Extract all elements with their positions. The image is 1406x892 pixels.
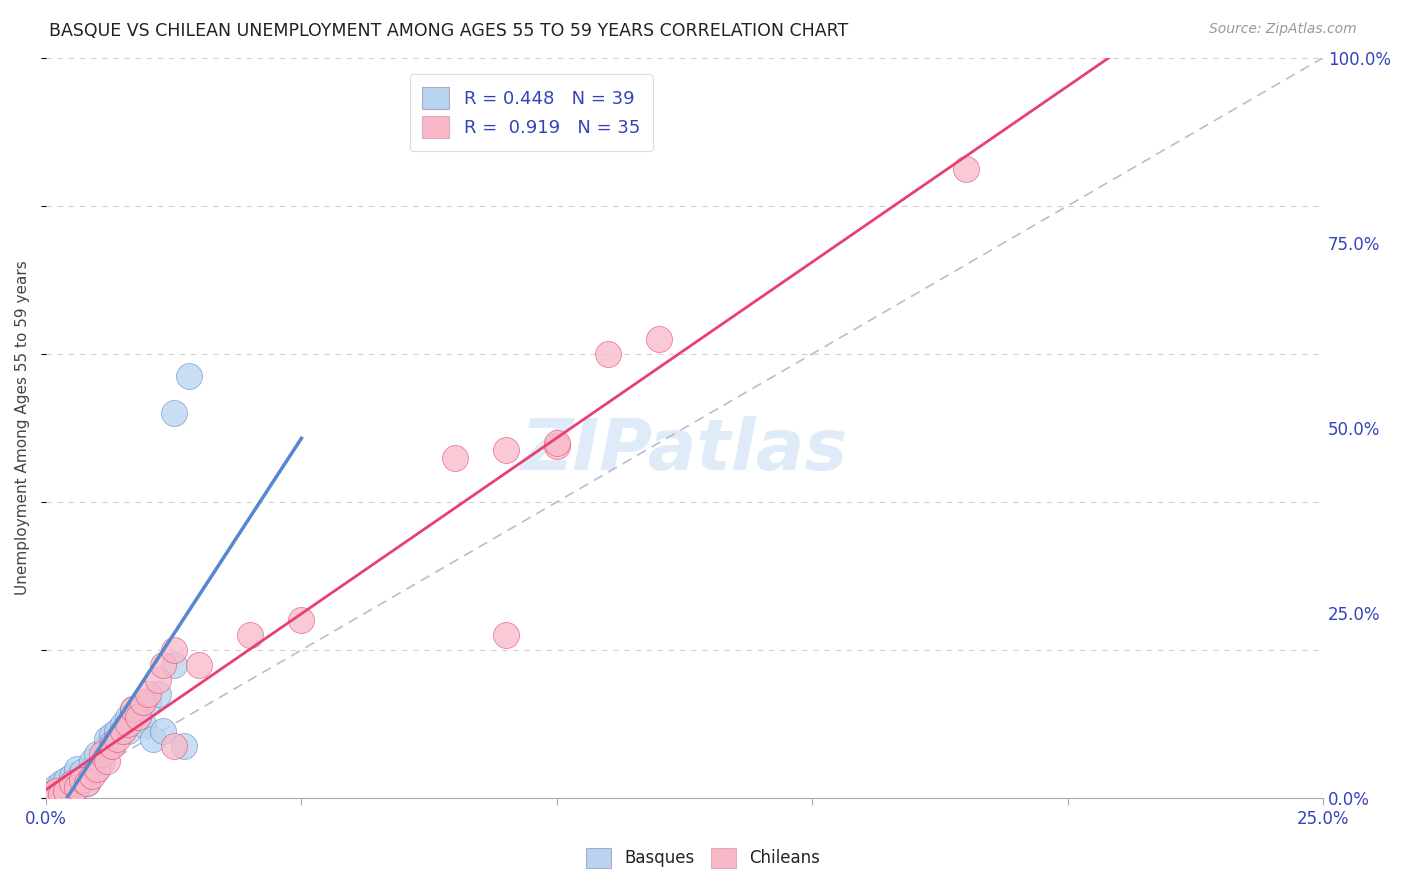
- Point: [107, 731, 129, 746]
- Point: [495, 443, 517, 458]
- Point: [132, 695, 155, 709]
- Point: [495, 628, 517, 642]
- Point: [96, 731, 118, 746]
- Text: Source: ZipAtlas.com: Source: ZipAtlas.com: [1209, 22, 1357, 37]
- Point: [96, 754, 118, 768]
- Point: [163, 739, 186, 754]
- Point: [86, 747, 108, 761]
- Point: [148, 673, 170, 687]
- Point: [152, 724, 174, 739]
- Point: [136, 695, 159, 709]
- Point: [546, 435, 568, 450]
- Point: [117, 717, 139, 731]
- Y-axis label: Unemployment Among Ages 55 to 59 years: Unemployment Among Ages 55 to 59 years: [15, 260, 30, 595]
- Point: [132, 717, 155, 731]
- Point: [55, 783, 77, 797]
- Text: BASQUE VS CHILEAN UNEMPLOYMENT AMONG AGES 55 TO 59 YEARS CORRELATION CHART: BASQUE VS CHILEAN UNEMPLOYMENT AMONG AGE…: [49, 22, 848, 40]
- Point: [111, 717, 134, 731]
- Point: [60, 776, 83, 790]
- Point: [45, 780, 67, 794]
- Point: [55, 772, 77, 787]
- Legend: R = 0.448   N = 39, R =  0.919   N = 35: R = 0.448 N = 39, R = 0.919 N = 35: [409, 74, 652, 151]
- Text: ZIPatlas: ZIPatlas: [520, 416, 848, 484]
- Point: [163, 643, 186, 657]
- Point: [111, 724, 134, 739]
- Point: [55, 783, 77, 797]
- Point: [101, 728, 124, 742]
- Point: [148, 688, 170, 702]
- Point: [60, 776, 83, 790]
- Point: [80, 769, 103, 783]
- Legend: Basques, Chileans: Basques, Chileans: [579, 841, 827, 875]
- Point: [443, 450, 465, 465]
- Point: [188, 657, 211, 672]
- Point: [86, 762, 108, 776]
- Point: [65, 780, 87, 794]
- Point: [117, 724, 139, 739]
- Point: [91, 747, 114, 761]
- Point: [51, 783, 73, 797]
- Point: [142, 731, 165, 746]
- Point: [648, 332, 671, 346]
- Point: [70, 772, 93, 787]
- Point: [80, 762, 103, 776]
- Point: [76, 776, 98, 790]
- Point: [101, 739, 124, 754]
- Point: [152, 657, 174, 672]
- Point: [546, 439, 568, 453]
- Point: [121, 702, 143, 716]
- Point: [163, 657, 186, 672]
- Point: [96, 739, 118, 754]
- Point: [45, 785, 67, 799]
- Point: [65, 762, 87, 776]
- Point: [76, 776, 98, 790]
- Point: [121, 702, 143, 716]
- Point: [107, 724, 129, 739]
- Point: [45, 783, 67, 797]
- Point: [60, 769, 83, 783]
- Point: [239, 628, 262, 642]
- Point: [51, 788, 73, 802]
- Point: [177, 369, 200, 384]
- Point: [70, 765, 93, 780]
- Point: [91, 754, 114, 768]
- Point: [39, 788, 62, 802]
- Point: [173, 739, 195, 754]
- Point: [136, 688, 159, 702]
- Point: [596, 347, 619, 361]
- Point: [163, 406, 186, 420]
- Point: [101, 736, 124, 750]
- Point: [127, 709, 149, 723]
- Point: [65, 780, 87, 794]
- Point: [117, 709, 139, 723]
- Point: [51, 776, 73, 790]
- Point: [86, 762, 108, 776]
- Point: [80, 754, 103, 768]
- Point: [290, 614, 312, 628]
- Point: [76, 769, 98, 783]
- Point: [955, 161, 977, 176]
- Point: [39, 788, 62, 802]
- Point: [70, 772, 93, 787]
- Point: [127, 709, 149, 723]
